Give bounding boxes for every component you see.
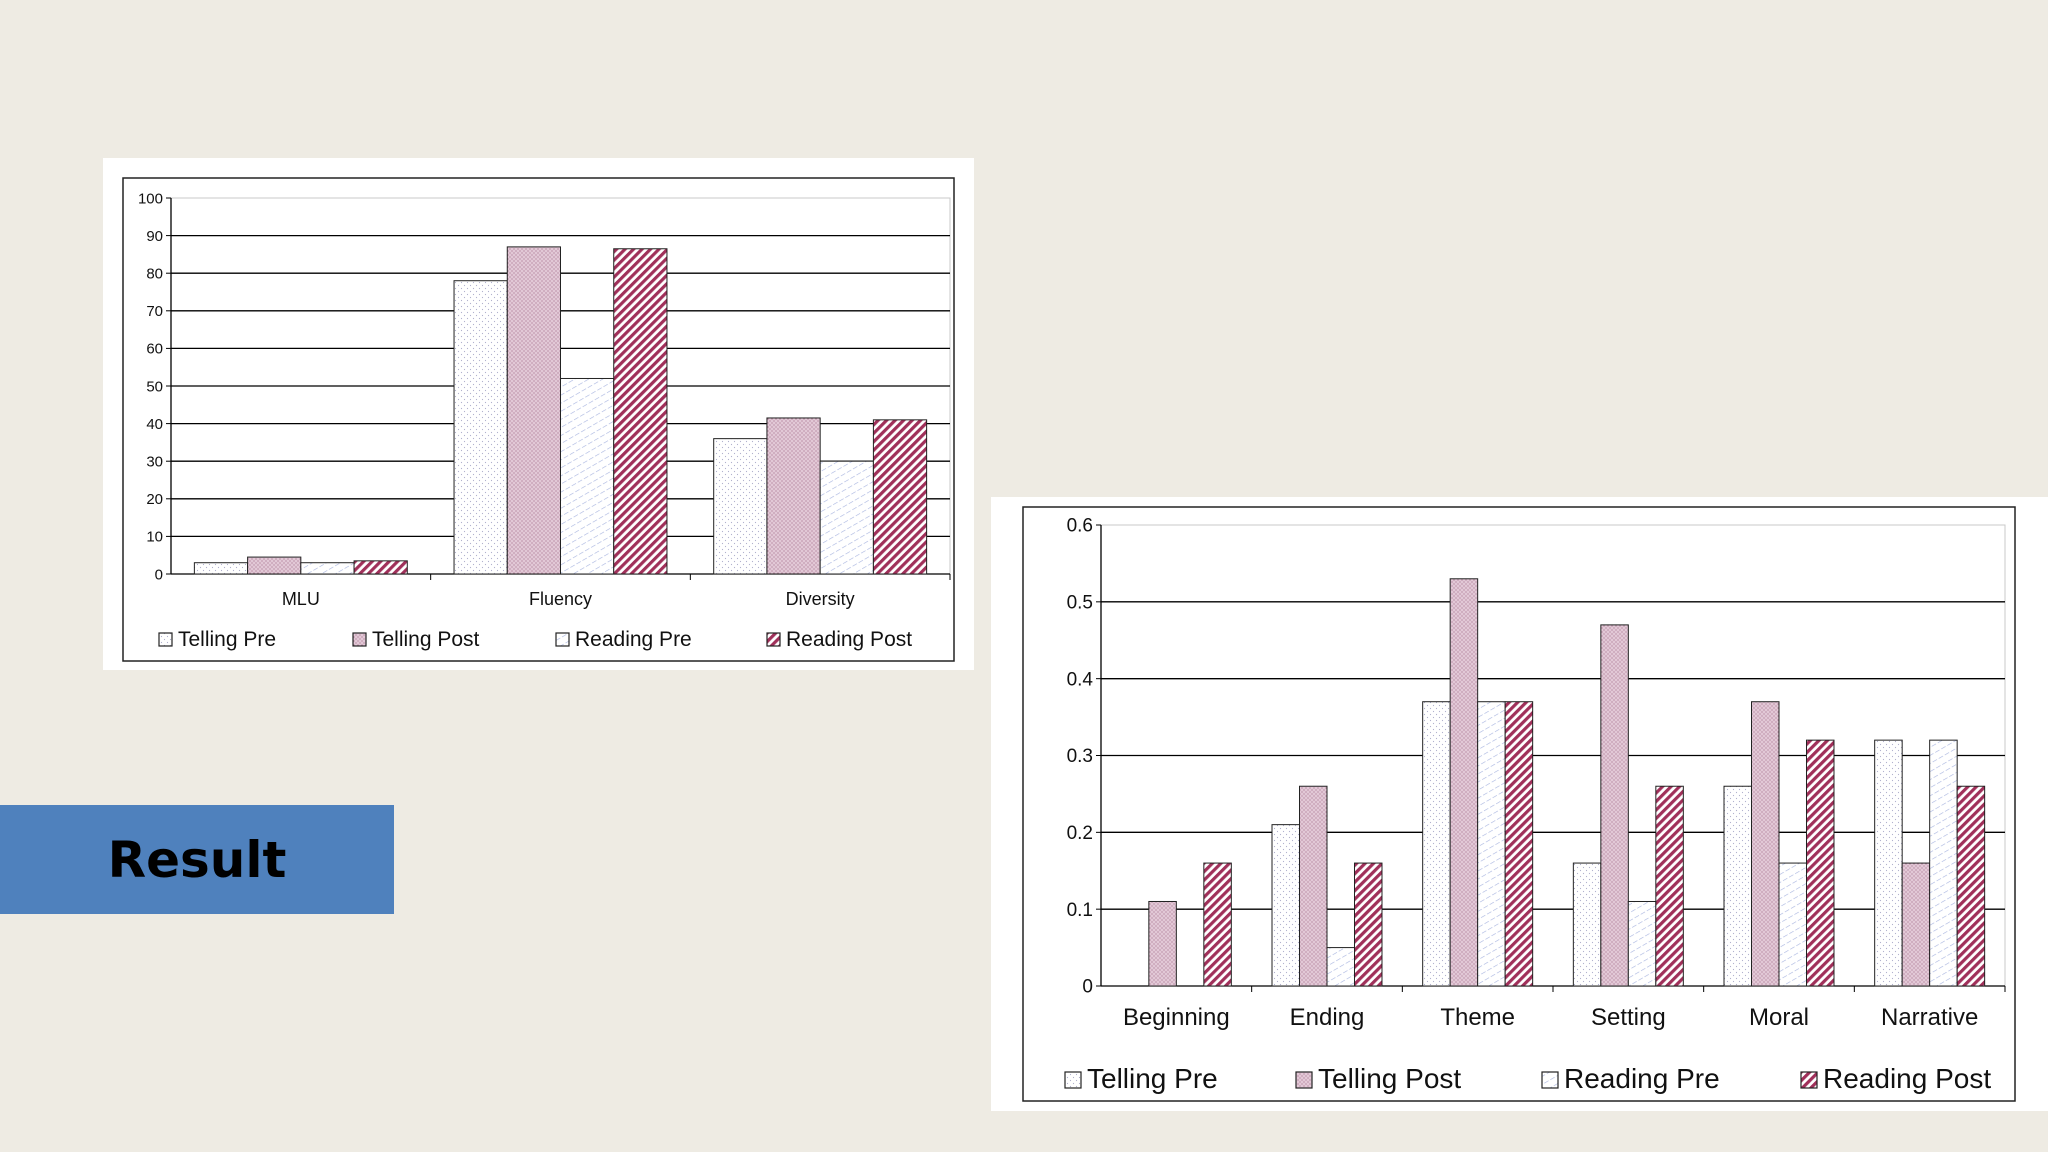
- bar-reading-pre-fluency: [560, 377, 615, 575]
- x-category-label: Moral: [1749, 1004, 1809, 1031]
- x-category-label: Ending: [1290, 1004, 1365, 1031]
- bar-telling-post-ending: [1299, 785, 1328, 987]
- bar-telling-pre-mlu: [193, 562, 249, 575]
- legend-swatch: [352, 632, 367, 647]
- y-tick-label: 0: [1082, 977, 1093, 998]
- bar-telling-post-narrative: [1901, 862, 1931, 987]
- bar-reading-pre-moral: [1778, 862, 1807, 987]
- y-tick-label: 30: [146, 453, 163, 470]
- bar-reading-pre-theme: [1477, 701, 1506, 987]
- legend-label: Telling Pre: [1087, 1063, 1218, 1094]
- x-category-label: Narrative: [1881, 1004, 1978, 1031]
- y-tick-label: 0.1: [1067, 900, 1093, 921]
- chart-2-panel: 0 0.1 0.2 0.3 0.4 0.5 0.6 Beginning Ending Theme S…: [991, 497, 2048, 1111]
- x-category-label: Fluency: [529, 589, 592, 609]
- y-tick-label: 90: [146, 228, 163, 245]
- y-tick-label: 0: [155, 566, 163, 583]
- bar-telling-post-fluency: [506, 246, 562, 575]
- bar-telling-pre-theme: [1422, 701, 1451, 987]
- bar-reading-post-beginning: [1203, 862, 1232, 987]
- bar-reading-post-moral: [1805, 739, 1835, 987]
- legend-label: Telling Pre: [178, 628, 276, 651]
- y-tick-label: 60: [146, 341, 163, 358]
- bar-telling-post-theme: [1449, 578, 1479, 987]
- y-tick-label: 0.2: [1067, 823, 1093, 844]
- legend-label: Telling Post: [1318, 1063, 1461, 1094]
- bar-telling-pre-moral: [1723, 785, 1753, 987]
- bar-telling-post-beginning: [1148, 900, 1177, 987]
- legend-label: Reading Pre: [575, 628, 692, 651]
- bar-reading-post-ending: [1353, 862, 1383, 987]
- y-tick-label: 10: [146, 529, 163, 546]
- bar-telling-post-moral: [1751, 701, 1780, 987]
- bar-reading-post-setting: [1655, 785, 1684, 987]
- bar-telling-pre-setting: [1572, 862, 1602, 987]
- legend-label: Reading Pre: [1564, 1063, 1720, 1094]
- y-tick-label: 80: [146, 265, 163, 282]
- legend-swatch: [1541, 1071, 1559, 1089]
- legend-swatch: [1800, 1071, 1818, 1089]
- chart-1: 0 10 20 30 40 50 60 70 80 90 100 MLU Fluency Diversit…: [122, 177, 955, 662]
- bar-reading-pre-diversity: [819, 460, 874, 575]
- chart-1-panel: 0 10 20 30 40 50 60 70 80 90 100 MLU Fluency Diversit…: [103, 158, 974, 670]
- legend-label: Reading Post: [786, 628, 912, 651]
- y-tick-label: 0.6: [1067, 516, 1093, 537]
- bar-reading-post-mlu: [353, 560, 408, 575]
- bar-reading-post-diversity: [872, 419, 928, 575]
- bar-reading-pre-ending: [1326, 947, 1355, 987]
- y-tick-label: 40: [146, 416, 163, 433]
- y-tick-label: 70: [146, 303, 163, 320]
- legend-swatch: [1064, 1071, 1082, 1089]
- x-category-label: Theme: [1440, 1004, 1515, 1031]
- legend-label: Reading Post: [1823, 1063, 1991, 1094]
- legend-label: Telling Post: [372, 628, 480, 651]
- bar-reading-post-theme: [1504, 701, 1534, 987]
- y-tick-label: 0.5: [1067, 592, 1093, 613]
- y-tick-label: 0.3: [1067, 746, 1093, 767]
- y-tick-label: 0.4: [1067, 669, 1094, 690]
- result-box: Result: [0, 805, 394, 914]
- bar-reading-pre-mlu: [300, 562, 355, 575]
- x-category-label: Beginning: [1123, 1004, 1230, 1031]
- y-tick-label: 50: [146, 378, 163, 395]
- x-category-label: Setting: [1591, 1004, 1666, 1031]
- bar-reading-post-fluency: [613, 248, 668, 575]
- bar-reading-pre-narrative: [1929, 739, 1958, 987]
- bar-telling-post-setting: [1600, 624, 1629, 987]
- legend-swatch: [1295, 1071, 1313, 1089]
- y-tick-label: 20: [146, 491, 163, 508]
- result-label: Result: [107, 830, 287, 889]
- bar-telling-pre-narrative: [1874, 739, 1903, 987]
- legend-swatch: [766, 632, 781, 647]
- bar-telling-pre-ending: [1271, 824, 1301, 987]
- legend-swatch: [555, 632, 570, 647]
- bar-telling-post-mlu: [247, 556, 302, 575]
- x-category-label: MLU: [282, 589, 320, 609]
- x-category-label: Diversity: [786, 589, 855, 609]
- bar-telling-pre-diversity: [713, 438, 768, 575]
- bar-reading-post-narrative: [1956, 785, 1986, 987]
- bar-reading-pre-setting: [1627, 900, 1657, 987]
- legend-swatch: [158, 632, 173, 647]
- bar-telling-pre-fluency: [453, 280, 508, 575]
- chart-2: 0 0.1 0.2 0.3 0.4 0.5 0.6 Beginning Ending Theme S…: [1022, 506, 2016, 1102]
- bar-telling-post-diversity: [766, 417, 821, 575]
- y-tick-label: 100: [138, 190, 163, 207]
